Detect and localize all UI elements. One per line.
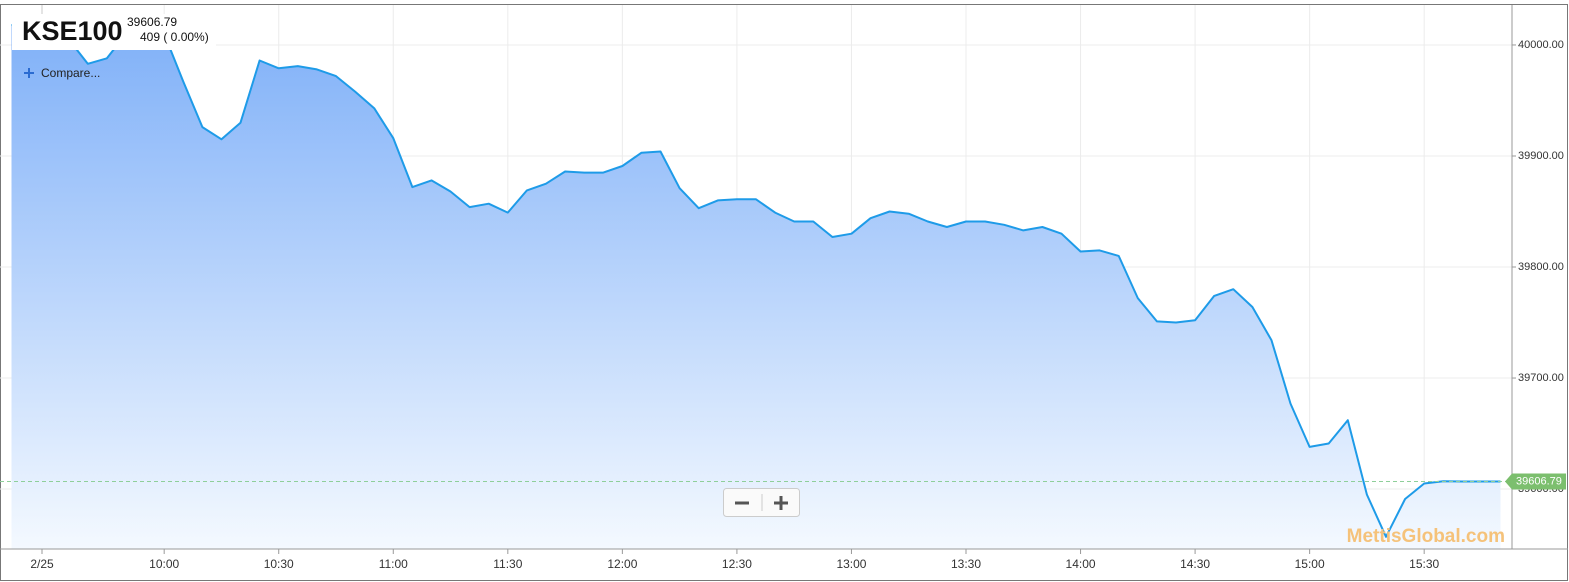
x-tick-label: 2/25	[30, 557, 54, 571]
header-box	[12, 14, 216, 50]
line	[11, 24, 1501, 538]
x-tick-label: 12:00	[607, 557, 637, 571]
zoom-in[interactable]	[774, 496, 788, 510]
price: 39606.79	[127, 15, 177, 29]
x-tick-label: 12:30	[722, 557, 752, 571]
compare-label[interactable]: Compare...	[41, 66, 100, 80]
x-tick-label: 11:30	[493, 557, 522, 571]
x-tick-label: 13:30	[951, 557, 981, 571]
area	[11, 25, 1501, 549]
y-tick-label: 40000.00	[1518, 39, 1564, 51]
x-tick-label: 15:30	[1409, 557, 1439, 571]
current-tag	[1505, 473, 1566, 490]
x-tick-label: 10:30	[264, 557, 294, 571]
x-tick-label: 14:00	[1066, 557, 1096, 571]
change: 409 ( 0.00%)	[140, 30, 209, 44]
current-label: 39606.79	[1516, 475, 1562, 487]
x-tick-label: 13:00	[836, 557, 866, 571]
x-tick-label: 10:00	[149, 557, 179, 571]
y-tick-label: 39900.00	[1518, 150, 1564, 162]
zoom-controls	[723, 488, 800, 517]
y-tick-label: 39700.00	[1518, 372, 1564, 384]
x-tick-label: 11:00	[379, 557, 408, 571]
y-tick-label: 39800.00	[1518, 261, 1564, 273]
symbol: KSE100	[22, 16, 123, 46]
x-tick-label: 14:30	[1180, 557, 1210, 571]
watermark: MettisGlobal.com	[1347, 526, 1505, 547]
x-tick-label: 15:00	[1295, 557, 1325, 571]
compare-button[interactable]: Compare...	[24, 66, 100, 80]
plus-icon	[24, 68, 34, 78]
